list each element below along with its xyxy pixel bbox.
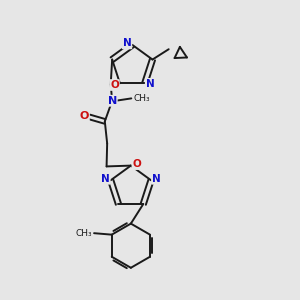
- Text: N: N: [101, 174, 110, 184]
- Text: N: N: [123, 38, 131, 48]
- Text: O: O: [132, 159, 141, 169]
- Text: O: O: [110, 80, 119, 90]
- Text: CH₃: CH₃: [76, 229, 93, 238]
- Text: N: N: [146, 79, 154, 89]
- Text: N: N: [107, 96, 117, 106]
- Text: N: N: [152, 174, 161, 184]
- Text: O: O: [80, 111, 89, 121]
- Text: CH₃: CH₃: [134, 94, 150, 103]
